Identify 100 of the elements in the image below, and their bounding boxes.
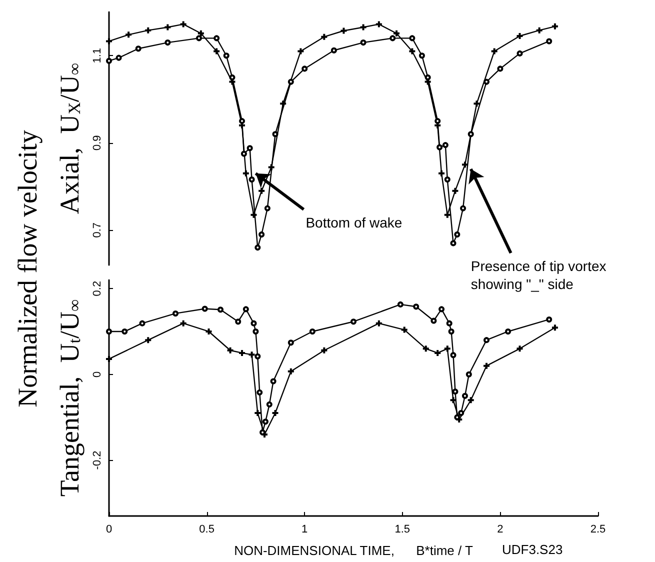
- y-tick-label: 0.9: [92, 135, 104, 151]
- point: [235, 318, 242, 325]
- text: Normalized flow velocity: [12, 130, 42, 408]
- x-tick-label: 0.5: [199, 524, 214, 536]
- point: [145, 27, 152, 34]
- point: [460, 205, 466, 212]
- point: [413, 304, 420, 310]
- point: [172, 310, 179, 316]
- point: [135, 46, 142, 52]
- point: [438, 306, 445, 312]
- x-axis-title: NON-DIMENSIONAL TIME, B*time / T: [234, 543, 473, 558]
- point: [450, 240, 456, 246]
- point: [360, 24, 366, 30]
- point: [448, 328, 454, 334]
- point: [452, 388, 458, 395]
- y-axis-title: Axial, UX/U∞: [54, 62, 84, 214]
- point: [434, 350, 441, 356]
- point: [180, 320, 186, 326]
- point: [272, 131, 278, 138]
- point: [258, 231, 265, 238]
- point: [223, 52, 230, 59]
- annotation: Presence of tip vortex showing "_" side: [470, 258, 606, 292]
- point: [516, 32, 523, 39]
- point: [214, 35, 220, 42]
- point: [546, 38, 552, 44]
- point: [536, 27, 542, 34]
- point: [198, 30, 204, 36]
- point: [409, 35, 416, 42]
- x-tick-label: 0: [106, 524, 112, 536]
- point: [298, 48, 304, 54]
- point: [350, 318, 356, 325]
- point: [239, 118, 246, 124]
- point: [394, 30, 400, 36]
- point: [240, 150, 247, 157]
- point: [401, 326, 408, 333]
- point: [360, 40, 366, 46]
- point: [330, 47, 337, 54]
- point: [246, 145, 253, 152]
- point: [397, 301, 404, 308]
- point: [196, 35, 202, 42]
- point: [256, 389, 263, 396]
- point: [217, 306, 224, 313]
- point: [280, 100, 286, 107]
- point: [272, 410, 278, 416]
- point: [484, 337, 490, 344]
- point: [462, 162, 468, 168]
- point: [106, 38, 112, 44]
- y-tick-label: 1.1: [92, 48, 104, 64]
- point: [462, 392, 468, 399]
- point: [242, 306, 249, 312]
- point: [491, 48, 498, 54]
- point: [516, 50, 523, 56]
- point: [468, 131, 474, 138]
- point: [254, 244, 261, 251]
- point: [454, 231, 460, 238]
- point: [376, 21, 382, 28]
- point: [409, 48, 416, 54]
- annotation: Bottom of wake: [306, 214, 402, 230]
- point: [214, 48, 220, 54]
- point: [444, 346, 450, 352]
- point: [434, 118, 441, 124]
- x-tick-label: 2: [497, 524, 504, 536]
- y-tick-label: 0.7: [92, 222, 104, 238]
- point: [552, 23, 558, 30]
- y-tick-label: 0: [92, 371, 104, 378]
- point: [430, 318, 437, 324]
- point: [458, 410, 464, 416]
- point: [248, 176, 255, 182]
- point: [468, 397, 474, 404]
- x-tick-label: 2.5: [590, 524, 606, 536]
- point: [126, 32, 132, 38]
- point: [288, 368, 294, 374]
- point: [180, 21, 186, 28]
- point: [484, 78, 490, 85]
- point: [250, 212, 257, 218]
- point: [376, 320, 382, 326]
- point: [164, 40, 171, 46]
- point: [122, 328, 128, 334]
- point: [422, 346, 429, 352]
- text: UDF3.S23: [502, 542, 563, 557]
- point: [106, 328, 112, 334]
- point: [438, 170, 445, 176]
- point: [145, 337, 152, 344]
- point: [321, 34, 328, 40]
- point: [450, 397, 456, 404]
- point: [288, 340, 294, 346]
- point: [484, 362, 490, 369]
- point: [446, 320, 452, 326]
- point: [552, 324, 558, 331]
- point: [546, 316, 552, 322]
- point: [268, 164, 274, 170]
- point: [302, 66, 308, 72]
- point: [106, 356, 112, 362]
- point: [270, 378, 276, 384]
- point: [452, 188, 458, 194]
- point: [288, 78, 294, 85]
- y-axis-title: Tangential, Ut/U∞: [54, 299, 84, 497]
- point: [258, 188, 265, 194]
- point: [264, 205, 270, 212]
- point: [227, 347, 234, 354]
